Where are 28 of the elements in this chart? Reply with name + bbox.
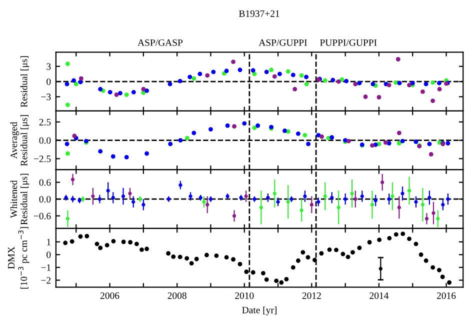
y-tick-label: −0.6 [34, 212, 51, 220]
y-tick-label: 0.6 [39, 179, 51, 186]
y-tick-label: 0.0 [39, 137, 51, 144]
y-axis-title: Residual [μs] [20, 56, 30, 108]
text: ASP/GUPPI [258, 39, 307, 46]
text: PUPPI/GUPPI [320, 39, 377, 46]
x-tick-label: 2010 [235, 292, 254, 299]
y-tick-label: 0.0 [39, 196, 51, 203]
y-axis-title: Whitened Residual [μs] [10, 174, 30, 225]
y-tick-label: −3 [41, 94, 51, 100]
text: ASP/GASP [138, 39, 183, 46]
x-tick-label: 2014 [370, 292, 389, 299]
x-tick-label: 2016 [436, 292, 456, 299]
y-axis-title: DMX [10$^{−3}$ pc cm$^{−3}$] [8, 227, 30, 289]
y-tick-label: −2.5 [34, 156, 51, 162]
x-tick-label: 2006 [100, 292, 120, 299]
y-tick-label: −1 [41, 264, 50, 271]
y-tick-label: 0 [46, 252, 51, 258]
x-tick-label: 2008 [168, 292, 186, 299]
y-tick-label: −2 [41, 277, 51, 284]
y-tick-label: 1 [47, 238, 50, 246]
x-tick-label: 2012 [302, 292, 321, 299]
chart-title: B1937+21 [238, 10, 280, 17]
y-axis-title: Averaged Residual [μs] [10, 115, 30, 166]
y-tick-label: 3 [46, 63, 51, 70]
x-axis-title: Date [yr] [242, 306, 276, 316]
y-tick-label: 0 [46, 78, 51, 86]
y-tick-label: 2.5 [39, 118, 51, 126]
